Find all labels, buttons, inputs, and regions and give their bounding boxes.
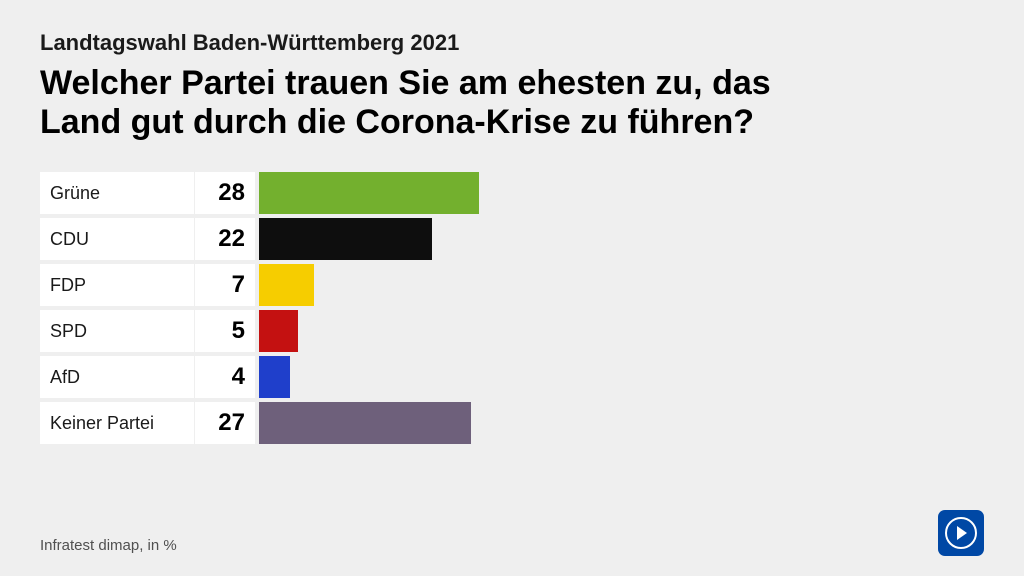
bar-container: [259, 264, 984, 306]
party-label: AfD: [40, 356, 195, 398]
bar: [259, 310, 298, 352]
bar: [259, 218, 432, 260]
title-line-1: Welcher Partei trauen Sie am ehesten zu,…: [40, 64, 771, 102]
party-label: Grüne: [40, 172, 195, 214]
chart-row: Grüne28: [40, 172, 984, 214]
party-label: CDU: [40, 218, 195, 260]
chart-row: AfD4: [40, 356, 984, 398]
bar: [259, 402, 471, 444]
bar: [259, 264, 314, 306]
broadcaster-logo: [938, 510, 984, 556]
bar-container: [259, 356, 984, 398]
party-label: Keiner Partei: [40, 402, 195, 444]
party-value: 22: [195, 218, 255, 260]
chart-row: Keiner Partei27: [40, 402, 984, 444]
bar-container: [259, 218, 984, 260]
party-label: FDP: [40, 264, 195, 306]
bar-container: [259, 172, 984, 214]
bar: [259, 356, 290, 398]
title-line-2: Land gut durch die Corona-Krise zu führe…: [40, 103, 754, 141]
source-footer: Infratest dimap, in %: [40, 537, 177, 554]
bar-chart: Grüne28CDU22FDP7SPD5AfD4Keiner Partei27: [40, 172, 984, 444]
party-value: 7: [195, 264, 255, 306]
chart-row: FDP7: [40, 264, 984, 306]
chart-row: SPD5: [40, 310, 984, 352]
chart-row: CDU22: [40, 218, 984, 260]
party-value: 5: [195, 310, 255, 352]
bar-container: [259, 310, 984, 352]
page-title: Welcher Partei trauen Sie am ehesten zu,…: [40, 64, 984, 142]
das-erste-icon: [943, 515, 979, 551]
bar: [259, 172, 479, 214]
bar-container: [259, 402, 984, 444]
page-subtitle: Landtagswahl Baden-Württemberg 2021: [40, 30, 984, 56]
party-value: 4: [195, 356, 255, 398]
party-value: 27: [195, 402, 255, 444]
party-value: 28: [195, 172, 255, 214]
party-label: SPD: [40, 310, 195, 352]
